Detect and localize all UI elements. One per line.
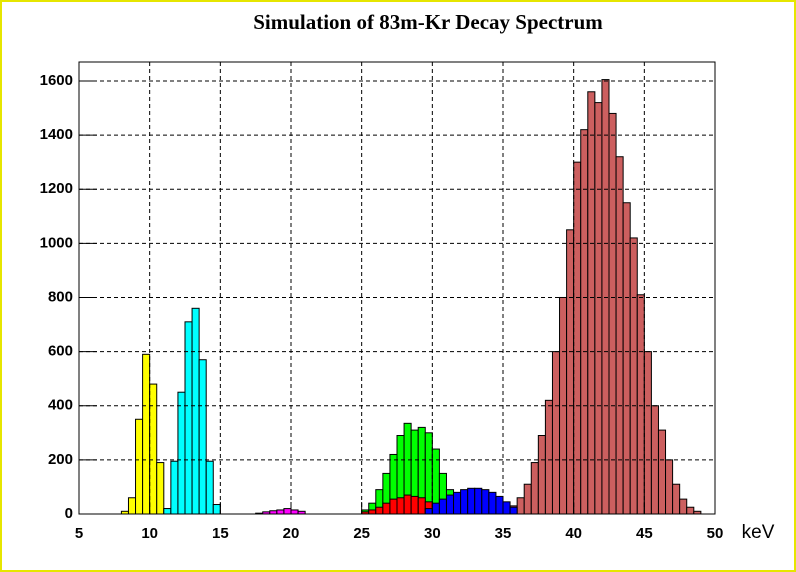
y-tick-label: 1400 xyxy=(40,126,73,143)
x-tick-label: 20 xyxy=(283,525,300,542)
histogram-bar xyxy=(184,321,193,515)
x-tick-label: 30 xyxy=(424,525,441,542)
histogram-bar xyxy=(629,237,638,515)
histogram-bar xyxy=(389,498,398,515)
histogram-bar xyxy=(460,489,469,515)
x-tick-label: 5 xyxy=(75,525,83,542)
histogram-bar xyxy=(127,497,137,515)
histogram-bar xyxy=(587,91,596,515)
histogram-bar xyxy=(156,462,165,515)
histogram-bar xyxy=(672,483,681,515)
histogram-bar xyxy=(551,351,561,515)
x-axis-label: keV xyxy=(742,522,775,543)
histogram-bar xyxy=(142,353,151,515)
x-tick-label: 45 xyxy=(636,525,653,542)
histogram-bar xyxy=(601,79,610,515)
histogram-bar xyxy=(495,495,504,515)
histogram-bar xyxy=(481,489,490,515)
histogram-bar xyxy=(594,102,603,515)
histogram-bar xyxy=(453,491,462,515)
histogram-bar xyxy=(163,508,172,515)
x-tick-label: 35 xyxy=(495,525,512,542)
y-tick-label: 1200 xyxy=(40,180,73,197)
histogram-bar xyxy=(135,418,144,515)
x-tick-label: 10 xyxy=(141,525,158,542)
histogram-bar xyxy=(431,502,440,515)
histogram-bar xyxy=(467,487,476,515)
x-tick-label: 40 xyxy=(565,525,582,542)
histogram-bar xyxy=(665,459,674,515)
y-tick-label: 600 xyxy=(48,343,73,360)
histogram-bar xyxy=(509,506,518,515)
histogram-bar xyxy=(382,502,391,515)
y-tick-label: 1000 xyxy=(40,234,73,251)
histogram-bar xyxy=(410,495,419,515)
histogram-bar xyxy=(537,435,546,515)
histogram-bar xyxy=(502,501,511,515)
histogram-bar xyxy=(488,491,497,515)
histogram-bar xyxy=(198,359,207,515)
histogram-bar xyxy=(283,508,292,515)
histogram-bar xyxy=(530,462,539,515)
y-tick-label: 1600 xyxy=(40,72,73,89)
histogram-bar xyxy=(170,460,179,515)
histogram-bar xyxy=(149,383,158,515)
histogram-bar xyxy=(615,156,624,515)
histogram-bar xyxy=(438,498,447,515)
histogram-bar xyxy=(191,307,200,515)
y-tick-label: 400 xyxy=(48,397,73,414)
histogram-bar xyxy=(679,498,688,515)
histogram-bar xyxy=(424,508,433,515)
histogram-bar xyxy=(375,506,384,515)
histogram-bar xyxy=(657,429,667,515)
x-tick-label: 50 xyxy=(707,525,724,542)
histogram-bar xyxy=(474,487,483,515)
histogram-bar xyxy=(396,497,405,515)
histogram-bar xyxy=(516,497,525,515)
histogram-bar xyxy=(636,294,645,515)
histogram-bar xyxy=(643,351,652,515)
histogram-bar xyxy=(177,391,186,515)
chart-title: Simulation of 83m-Kr Decay Spectrum xyxy=(253,10,603,34)
histogram-bar xyxy=(276,509,285,515)
histogram-bar xyxy=(205,460,214,515)
histogram-bar xyxy=(212,504,221,515)
histogram-bar xyxy=(445,494,455,515)
plot-frame xyxy=(78,61,716,515)
y-tick-label: 800 xyxy=(48,288,73,305)
histogram-bar xyxy=(403,494,412,515)
histogram-bar xyxy=(608,112,617,515)
histogram-bar xyxy=(566,229,575,515)
histogram-bar xyxy=(573,161,582,515)
y-tick-label: 0 xyxy=(65,505,73,522)
histogram-bar xyxy=(523,483,532,515)
histogram-bar xyxy=(580,129,589,515)
x-tick-label: 15 xyxy=(212,525,229,542)
histogram-bar xyxy=(290,509,299,515)
histogram-bar xyxy=(368,509,377,515)
x-tick-label: 25 xyxy=(353,525,370,542)
histogram-bar xyxy=(544,399,553,515)
histogram-bar xyxy=(417,497,426,515)
histogram-bar xyxy=(622,202,631,515)
histogram-bar xyxy=(686,506,695,515)
y-tick-label: 200 xyxy=(48,451,73,468)
